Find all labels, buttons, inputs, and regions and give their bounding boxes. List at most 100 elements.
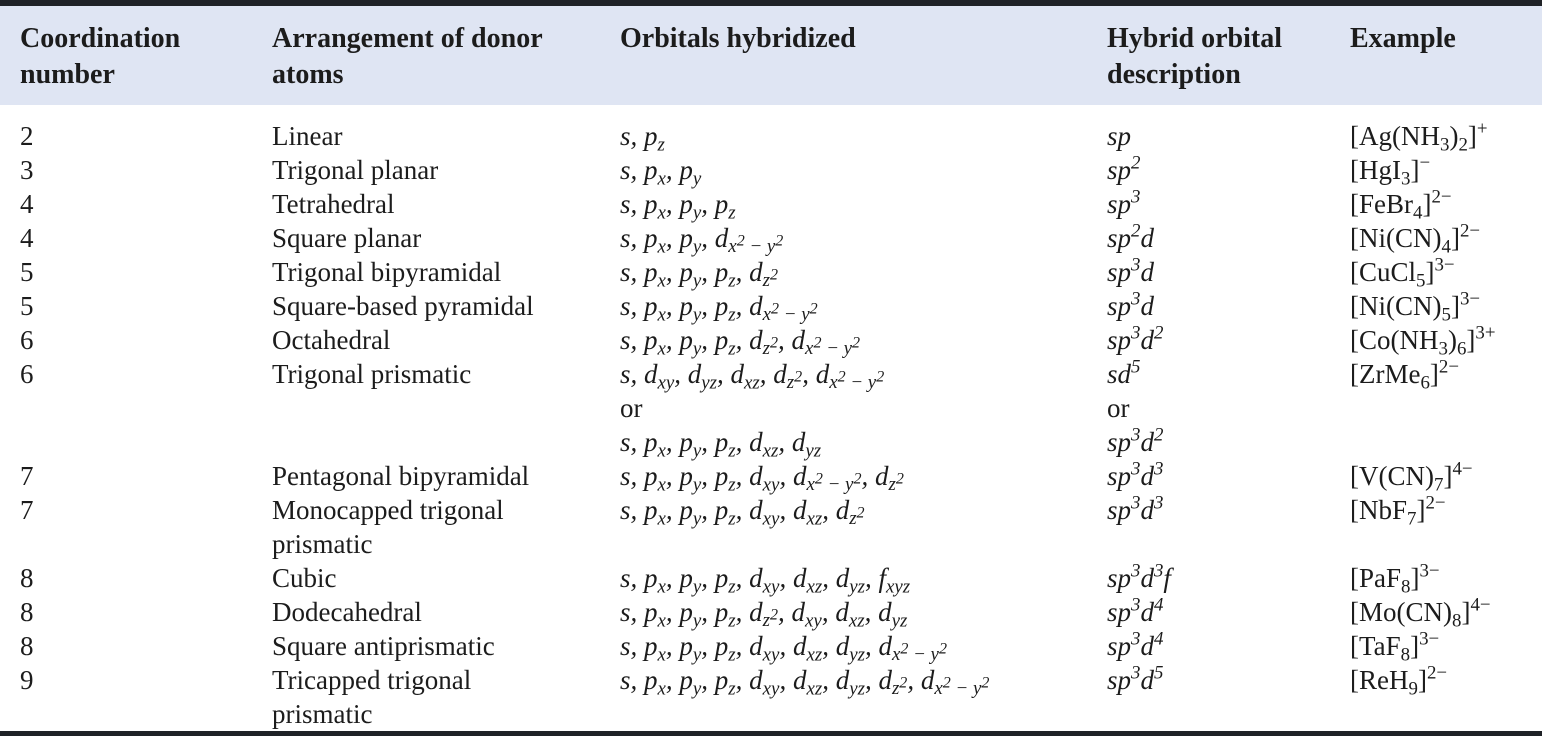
- table-top-rule: [0, 0, 1542, 6]
- column-header-hybrid-orbital-description: Hybrid orbital description: [1107, 21, 1350, 105]
- column-header-line: Orbitals hybridized: [620, 23, 856, 54]
- cell-example: [Ni(CN)4]2−: [1350, 220, 1481, 258]
- cell-orbitals-hybridized: s, px, py, pz, dxy, dx2 − y2, dz2: [620, 461, 904, 496]
- cell-coordination-number: 9: [20, 665, 34, 695]
- table-body: 2 Linear s, pz sp [Ag(NH3)2]+ 3 Trigonal plana…: [0, 105, 1542, 731]
- cell-hybrid-orbital-description: sp3d5: [1107, 662, 1164, 695]
- table-bottom-rule: [0, 731, 1542, 736]
- cell-hybrid-orbital-description: sp: [1107, 121, 1132, 151]
- cell-coordination-number: 4: [20, 189, 34, 219]
- table-row: 4 Tetrahedral s, px, py, pz sp3 [FeBr4]2−: [20, 186, 1542, 224]
- cell-arrangement: Tricapped trigonal prismatic: [272, 665, 472, 729]
- cell-coordination-number: 5: [20, 291, 34, 321]
- cell-example: [FeBr4]2−: [1350, 186, 1452, 224]
- cell-coordination-number: 4: [20, 223, 34, 253]
- table-row: 6 Trigonal prismatic s, dxy, dyz, dxz, dz2…: [20, 356, 1542, 462]
- table-header-row: Coordination number Arrangement of donor…: [0, 6, 1542, 105]
- cell-arrangement: Pentagonal bipyramidal: [272, 461, 530, 491]
- cell-hybrid-orbital-description: sp3d3: [1107, 492, 1164, 525]
- cell-arrangement: Trigonal prismatic: [272, 359, 472, 389]
- cell-orbitals-hybridized: s, px, py: [620, 155, 702, 190]
- column-header-orbitals-hybridized: Orbitals hybridized: [620, 21, 1107, 105]
- cell-arrangement: Monocapped trigonal prismatic: [272, 495, 504, 559]
- column-header-arrangement: Arrangement of donor atoms: [272, 21, 620, 105]
- cell-arrangement: Square-based pyramidal: [272, 291, 534, 321]
- cell-hybrid-orbital-description: sp3d4: [1107, 594, 1164, 627]
- cell-coordination-number: 2: [20, 121, 34, 151]
- cell-example: [Ni(CN)5]3−: [1350, 288, 1481, 326]
- cell-hybrid-orbital-description: sd5 or sp3d2: [1107, 356, 1164, 457]
- column-header-coordination-number: Coordination number: [20, 21, 272, 105]
- cell-arrangement: Trigonal planar: [272, 155, 439, 185]
- cell-coordination-number: 3: [20, 155, 34, 185]
- cell-orbitals-hybridized: s, px, py, dx2 − y2: [620, 223, 784, 258]
- cell-example: [ReH9]2−: [1350, 662, 1448, 700]
- cell-arrangement: Trigonal bipyramidal: [272, 257, 502, 287]
- table-row: 8 Cubic s, px, py, pz, dxy, dxz, dyz, fxyz…: [20, 560, 1542, 598]
- cell-arrangement: Cubic: [272, 563, 337, 593]
- cell-example: [PaF8]3−: [1350, 560, 1440, 598]
- cell-arrangement: Square planar: [272, 223, 422, 253]
- cell-example: [CuCl5]3−: [1350, 254, 1455, 292]
- table-row: 5 Trigonal bipyramidal s, px, py, pz, dz2 s…: [20, 254, 1542, 292]
- table-row: 8 Square antiprismatic s, px, py, pz, dxy,…: [20, 628, 1542, 666]
- cell-orbitals-hybridized: s, px, py, pz, dz2, dxy, dxz, dyz: [620, 597, 908, 632]
- cell-coordination-number: 7: [20, 495, 34, 525]
- table-row: 2 Linear s, pz sp [Ag(NH3)2]+: [20, 119, 1542, 156]
- cell-hybrid-orbital-description: sp3d4: [1107, 628, 1164, 661]
- column-header-line: atoms: [272, 59, 344, 90]
- cell-example: [ZrMe6]2−: [1350, 356, 1460, 394]
- column-header-line: number: [20, 59, 115, 90]
- cell-orbitals-hybridized: s, px, py, pz, dxy, dxz, dz2: [620, 495, 865, 530]
- cell-orbitals-hybridized: s, px, py, pz, dxy, dxz, dyz, fxyz: [620, 563, 911, 598]
- table-row: 7 Monocapped trigonal prismatic s, px, py, …: [20, 493, 1542, 561]
- cell-example: [TaF8]3−: [1350, 628, 1440, 666]
- cell-orbitals-hybridized: s, px, py, pz, dz2, dx2 − y2: [620, 325, 861, 360]
- cell-arrangement: Square antiprismatic: [272, 631, 495, 661]
- cell-coordination-number: 7: [20, 461, 34, 491]
- cell-arrangement: Tetrahedral: [272, 189, 395, 219]
- cell-coordination-number: 8: [20, 597, 34, 627]
- cell-hybrid-orbital-description: sp3d: [1107, 254, 1154, 287]
- table-row: 4 Square planar s, px, py, dx2 − y2 sp2d [Ni…: [20, 220, 1542, 258]
- table-row: 3 Trigonal planar s, px, py sp2 [HgI3]−: [20, 152, 1542, 190]
- cell-hybrid-orbital-description: sp3d: [1107, 288, 1154, 321]
- cell-arrangement: Octahedral: [272, 325, 391, 355]
- cell-example: [Co(NH3)6]3+: [1350, 322, 1496, 360]
- table-row: 7 Pentagonal bipyramidal s, px, py, pz, dx…: [20, 458, 1542, 496]
- column-header-line: Coordination: [20, 23, 181, 54]
- cell-coordination-number: 5: [20, 257, 34, 287]
- cell-hybrid-orbital-description: sp2: [1107, 152, 1141, 185]
- table-row: 8 Dodecahedral s, px, py, pz, dz2, dxy, dx…: [20, 594, 1542, 632]
- table-row: 6 Octahedral s, px, py, pz, dz2, dx2 − y2 s…: [20, 322, 1542, 360]
- column-header-line: description: [1107, 59, 1241, 90]
- cell-orbitals-hybridized: s, pz: [620, 121, 665, 156]
- cell-coordination-number: 6: [20, 325, 34, 355]
- cell-hybrid-orbital-description: sp3: [1107, 186, 1141, 219]
- cell-orbitals-hybridized: s, dxy, dyz, dxz, dz2, dx2 − y2 or s, px, …: [620, 359, 885, 462]
- cell-coordination-number: 8: [20, 563, 34, 593]
- cell-example: [V(CN)7]4−: [1350, 458, 1473, 496]
- cell-orbitals-hybridized: s, px, py, pz, dz2: [620, 257, 779, 292]
- cell-example: [HgI3]−: [1350, 152, 1431, 190]
- cell-coordination-number: 8: [20, 631, 34, 661]
- column-header-line: Arrangement of donor: [272, 23, 543, 54]
- cell-hybrid-orbital-description: sp2d: [1107, 220, 1154, 253]
- cell-hybrid-orbital-description: sp3d3f: [1107, 560, 1171, 593]
- table-row: 5 Square-based pyramidal s, px, py, pz, dx…: [20, 288, 1542, 326]
- cell-arrangement: Dodecahedral: [272, 597, 422, 627]
- cell-orbitals-hybridized: s, px, py, pz: [620, 189, 736, 224]
- cell-orbitals-hybridized: s, px, py, pz, dxy, dxz, dyz, dz2, dx2 −…: [620, 665, 990, 700]
- column-header-line: Hybrid orbital: [1107, 23, 1283, 54]
- cell-example: [Mo(CN)8]4−: [1350, 594, 1491, 632]
- cell-orbitals-hybridized: s, px, py, pz, dxy, dxz, dyz, dx2 − y2: [620, 631, 947, 666]
- cell-arrangement: Linear: [272, 121, 343, 151]
- column-header-example: Example: [1350, 21, 1542, 105]
- cell-example: [NbF7]2−: [1350, 492, 1446, 530]
- cell-hybrid-orbital-description: sp3d3: [1107, 458, 1164, 491]
- column-header-line: Example: [1350, 23, 1456, 54]
- table-row: 9 Tricapped trigonal prismatic s, px, py, p…: [20, 663, 1542, 731]
- cell-coordination-number: 6: [20, 359, 34, 389]
- cell-hybrid-orbital-description: sp3d2: [1107, 322, 1164, 355]
